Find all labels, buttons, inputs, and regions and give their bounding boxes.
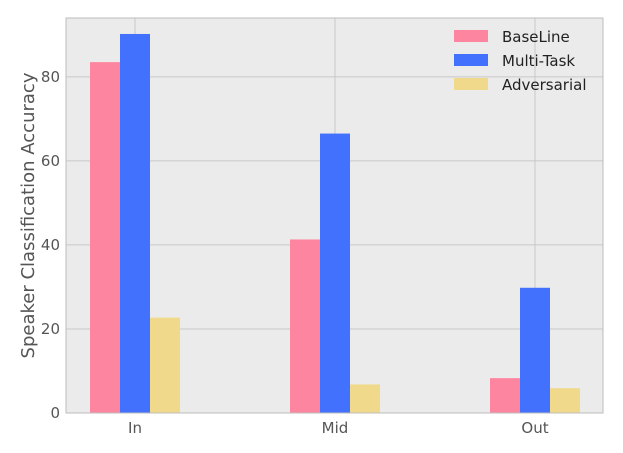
plot-frame (65, 17, 604, 414)
bar-adversarial-mid (350, 384, 380, 413)
y-tick-label: 40 (41, 236, 60, 254)
y-tick-label: 0 (50, 404, 60, 422)
y-axis-label: Speaker Classification Accuracy (18, 72, 39, 358)
bar-baseline-mid (290, 239, 320, 413)
bar-baseline-out (490, 378, 520, 413)
bar-multi-task-mid (320, 133, 350, 413)
bar-adversarial-out (550, 388, 580, 413)
legend: BaseLine Multi-Task Adversarial (454, 28, 587, 94)
legend-label: Adversarial (502, 76, 587, 94)
legend-swatch (454, 54, 488, 66)
bar-multi-task-out (520, 287, 550, 413)
y-tick-label: 80 (41, 68, 60, 86)
bars (90, 33, 580, 414)
x-tick-label: Out (521, 419, 548, 437)
legend-label: Multi-Task (502, 52, 575, 70)
y-axis-ticks: 0 20 40 60 80 (41, 68, 60, 422)
x-tick-label: Mid (322, 419, 349, 437)
x-tick-label: In (128, 419, 142, 437)
bar-multi-task-in (120, 33, 150, 414)
y-tick-label: 60 (41, 152, 60, 170)
bar-baseline-in (90, 62, 120, 413)
x-axis-ticks: In Mid Out (128, 419, 549, 437)
legend-label: BaseLine (502, 28, 570, 46)
y-tick-label: 20 (41, 320, 60, 338)
bar-adversarial-in (150, 317, 180, 413)
legend-swatch (454, 30, 488, 42)
legend-swatch (454, 78, 488, 90)
